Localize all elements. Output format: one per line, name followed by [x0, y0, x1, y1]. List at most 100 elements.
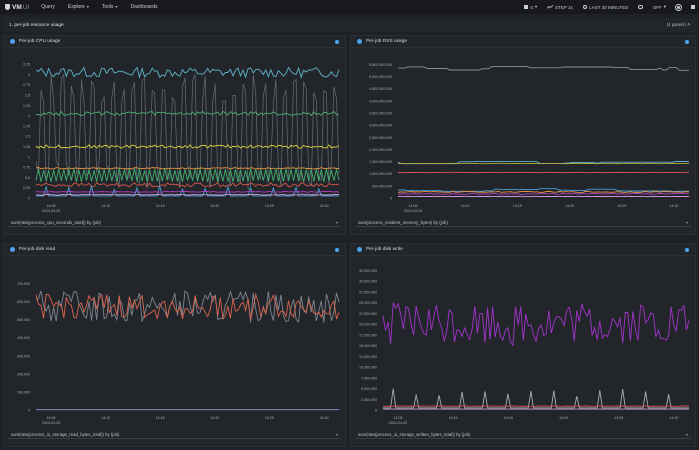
x-tick-label: 14:20 — [210, 204, 219, 208]
query-expression: sum(rate(process_io_storage_read_bytes_t… — [11, 431, 120, 437]
series-line-gray[interactable] — [35, 290, 340, 323]
nav-explore[interactable]: Explore ▾ — [68, 4, 89, 10]
chevron-down-icon: ▾ — [685, 219, 688, 225]
panel-drag-icon[interactable] — [10, 39, 15, 44]
x-tick-label: 14:25 — [617, 204, 626, 208]
series-line-orange[interactable] — [397, 190, 690, 193]
panel-title-bar: Per-job disk write — [351, 244, 695, 256]
query-expression-toggle[interactable]: sum(rate(process_io_storage_written_byte… — [355, 430, 691, 439]
y-tick-label: 500,000,000 — [372, 184, 392, 188]
panel-disk-write: Per-job disk write 0 2,500,000 5,000,000 7,5… — [350, 243, 696, 447]
y-tick-label: 100,000 — [17, 390, 30, 394]
series-line-orange[interactable] — [35, 167, 339, 170]
y-tick-label: 3,000,000,000 — [369, 124, 392, 128]
y-tick-label: 27,500,000 — [359, 290, 377, 294]
series-line-pink[interactable] — [36, 193, 340, 196]
panel-title-bar: Per-job disk read — [4, 244, 345, 256]
display-icon — [691, 5, 695, 9]
series-line-gray[interactable] — [398, 66, 689, 71]
y-tick-label: 700,000 — [17, 282, 30, 286]
chevron-down-icon: ▾ — [534, 4, 538, 9]
y-tick-label: 1,000,000,000 — [369, 172, 392, 176]
series-line-cyan2[interactable] — [398, 188, 689, 192]
info-icon[interactable] — [334, 247, 339, 252]
series-line-green[interactable] — [36, 110, 340, 117]
panel-drag-icon[interactable] — [357, 39, 362, 44]
info-icon[interactable] — [684, 39, 689, 44]
chevron-down-icon: ▾ — [115, 4, 118, 9]
chart-area[interactable]: 0 100,000 200,000 300,000 400,000 500,000 600,… — [4, 256, 343, 428]
x-tick-label: 14:30 — [320, 204, 329, 208]
series-line-red[interactable] — [35, 292, 340, 321]
series-line-green2[interactable] — [35, 168, 340, 183]
y-tick-label: 3 — [28, 73, 30, 77]
info-icon[interactable] — [334, 39, 339, 44]
query-expression-toggle[interactable]: sum(rate(process_cpu_seconds_total)) by … — [8, 218, 341, 227]
clock-icon — [582, 4, 588, 10]
y-tick-label: 200,000 — [17, 372, 30, 376]
y-tick-label: 4,000,000,000 — [369, 99, 392, 103]
step-button[interactable]: STEP 1s — [547, 5, 573, 10]
nav-query[interactable]: Query — [41, 4, 55, 10]
x-tick-label: 14:25 — [265, 204, 274, 208]
theme-button[interactable] — [691, 5, 695, 9]
y-tick-label: 0.75 — [23, 166, 30, 170]
y-tick-label: 2.25 — [23, 104, 30, 108]
x-tick-label: 14:10 — [449, 416, 458, 420]
dashboard-section-header[interactable]: 1. per-job resource usage (4 panels) ˄ — [3, 18, 696, 32]
y-tick-label: 4,500,000,000 — [369, 87, 392, 91]
y-tick-label: 400,000 — [17, 336, 30, 340]
vmui-logo[interactable]: VM UI — [5, 4, 29, 11]
x-tick-label: 14:15 — [156, 204, 165, 208]
panel-count-label: (4 panels) — [666, 22, 686, 27]
chart-area[interactable]: 0 500,000,000 1,000,000,000 1,500,000,000 2,… — [351, 48, 693, 216]
x-tick-label: 14:15 — [504, 416, 513, 420]
y-tick-label: 2 — [28, 114, 30, 118]
series-line-gray[interactable] — [35, 73, 340, 191]
trend-icon — [547, 5, 554, 9]
series-line-purple[interactable] — [382, 302, 690, 347]
y-tick-label: 300,000 — [17, 354, 30, 358]
panel-title: Per-job disk read — [19, 247, 56, 252]
section-title: 1. per-job resource usage — [9, 22, 64, 28]
series-line-purple[interactable] — [397, 192, 690, 195]
query-expression: sum(rate(process_io_storage_written_byte… — [358, 431, 471, 437]
y-tick-label: 25,000,000 — [359, 301, 377, 305]
chart-area[interactable]: 0 2,500,000 5,000,000 7,500,000 10,000,000 12… — [351, 256, 693, 428]
panel-title-bar: Per-job RSS usage — [351, 36, 695, 48]
tenant-selector[interactable]: 0 ▾ — [524, 4, 537, 10]
series-line-purple[interactable] — [35, 190, 340, 193]
auto-refresh-selector[interactable]: OFF ▾ — [653, 4, 666, 10]
series-line-yellow[interactable] — [35, 144, 340, 149]
panel-drag-icon[interactable] — [357, 247, 362, 252]
y-tick-label: 30,000,000 — [359, 280, 377, 284]
nav-dashboards[interactable]: Dashboards — [131, 4, 158, 10]
step-label: STEP 1s — [555, 4, 573, 10]
settings-button[interactable] — [676, 4, 681, 10]
x-date-label: 2024-04-25 — [42, 421, 60, 425]
query-expression-toggle[interactable]: sum(rate(process_io_storage_read_bytes_t… — [8, 430, 341, 439]
query-expression-toggle[interactable]: sum(process_resident_memory_bytes) by (j… — [355, 218, 691, 227]
y-tick-label: 500,000 — [17, 318, 30, 322]
x-tick-label: 14:10 — [101, 204, 110, 208]
series-line-gray[interactable] — [383, 388, 689, 409]
y-tick-label: 20,000,000 — [359, 323, 377, 327]
y-tick-label: 0.5 — [25, 176, 30, 180]
refresh-button[interactable] — [638, 4, 643, 10]
series-line-cyan[interactable] — [35, 66, 340, 79]
chart-area[interactable]: 0 0.25 0.5 0.75 1 1.25 1.5 1.75 2 2.25 2.5 2.75 3 3.2… — [4, 48, 343, 216]
section-panel-count: (4 panels) ˄ — [667, 22, 690, 28]
panel-rss-usage: Per-job RSS usage 0 500,000,000 1,000,000,0… — [350, 35, 696, 235]
series-line-red[interactable] — [35, 182, 340, 188]
panel-disk-read: Per-job disk read 0 100,000 200,000 300,000 4… — [3, 243, 346, 447]
y-tick-label: 0.25 — [23, 186, 30, 190]
y-tick-label: 2,000,000,000 — [369, 148, 392, 152]
y-tick-label: 600,000 — [17, 300, 30, 304]
y-tick-label: 1,500,000,000 — [369, 160, 392, 164]
y-tick-label: 7,500,000 — [361, 376, 377, 380]
series-line-blue-spikes[interactable] — [36, 184, 339, 197]
time-range-button[interactable]: LAST 30 MINUTES — [582, 4, 628, 10]
info-icon[interactable] — [684, 247, 689, 252]
panel-drag-icon[interactable] — [10, 247, 15, 252]
nav-tools[interactable]: Tools ▾ — [102, 4, 118, 10]
